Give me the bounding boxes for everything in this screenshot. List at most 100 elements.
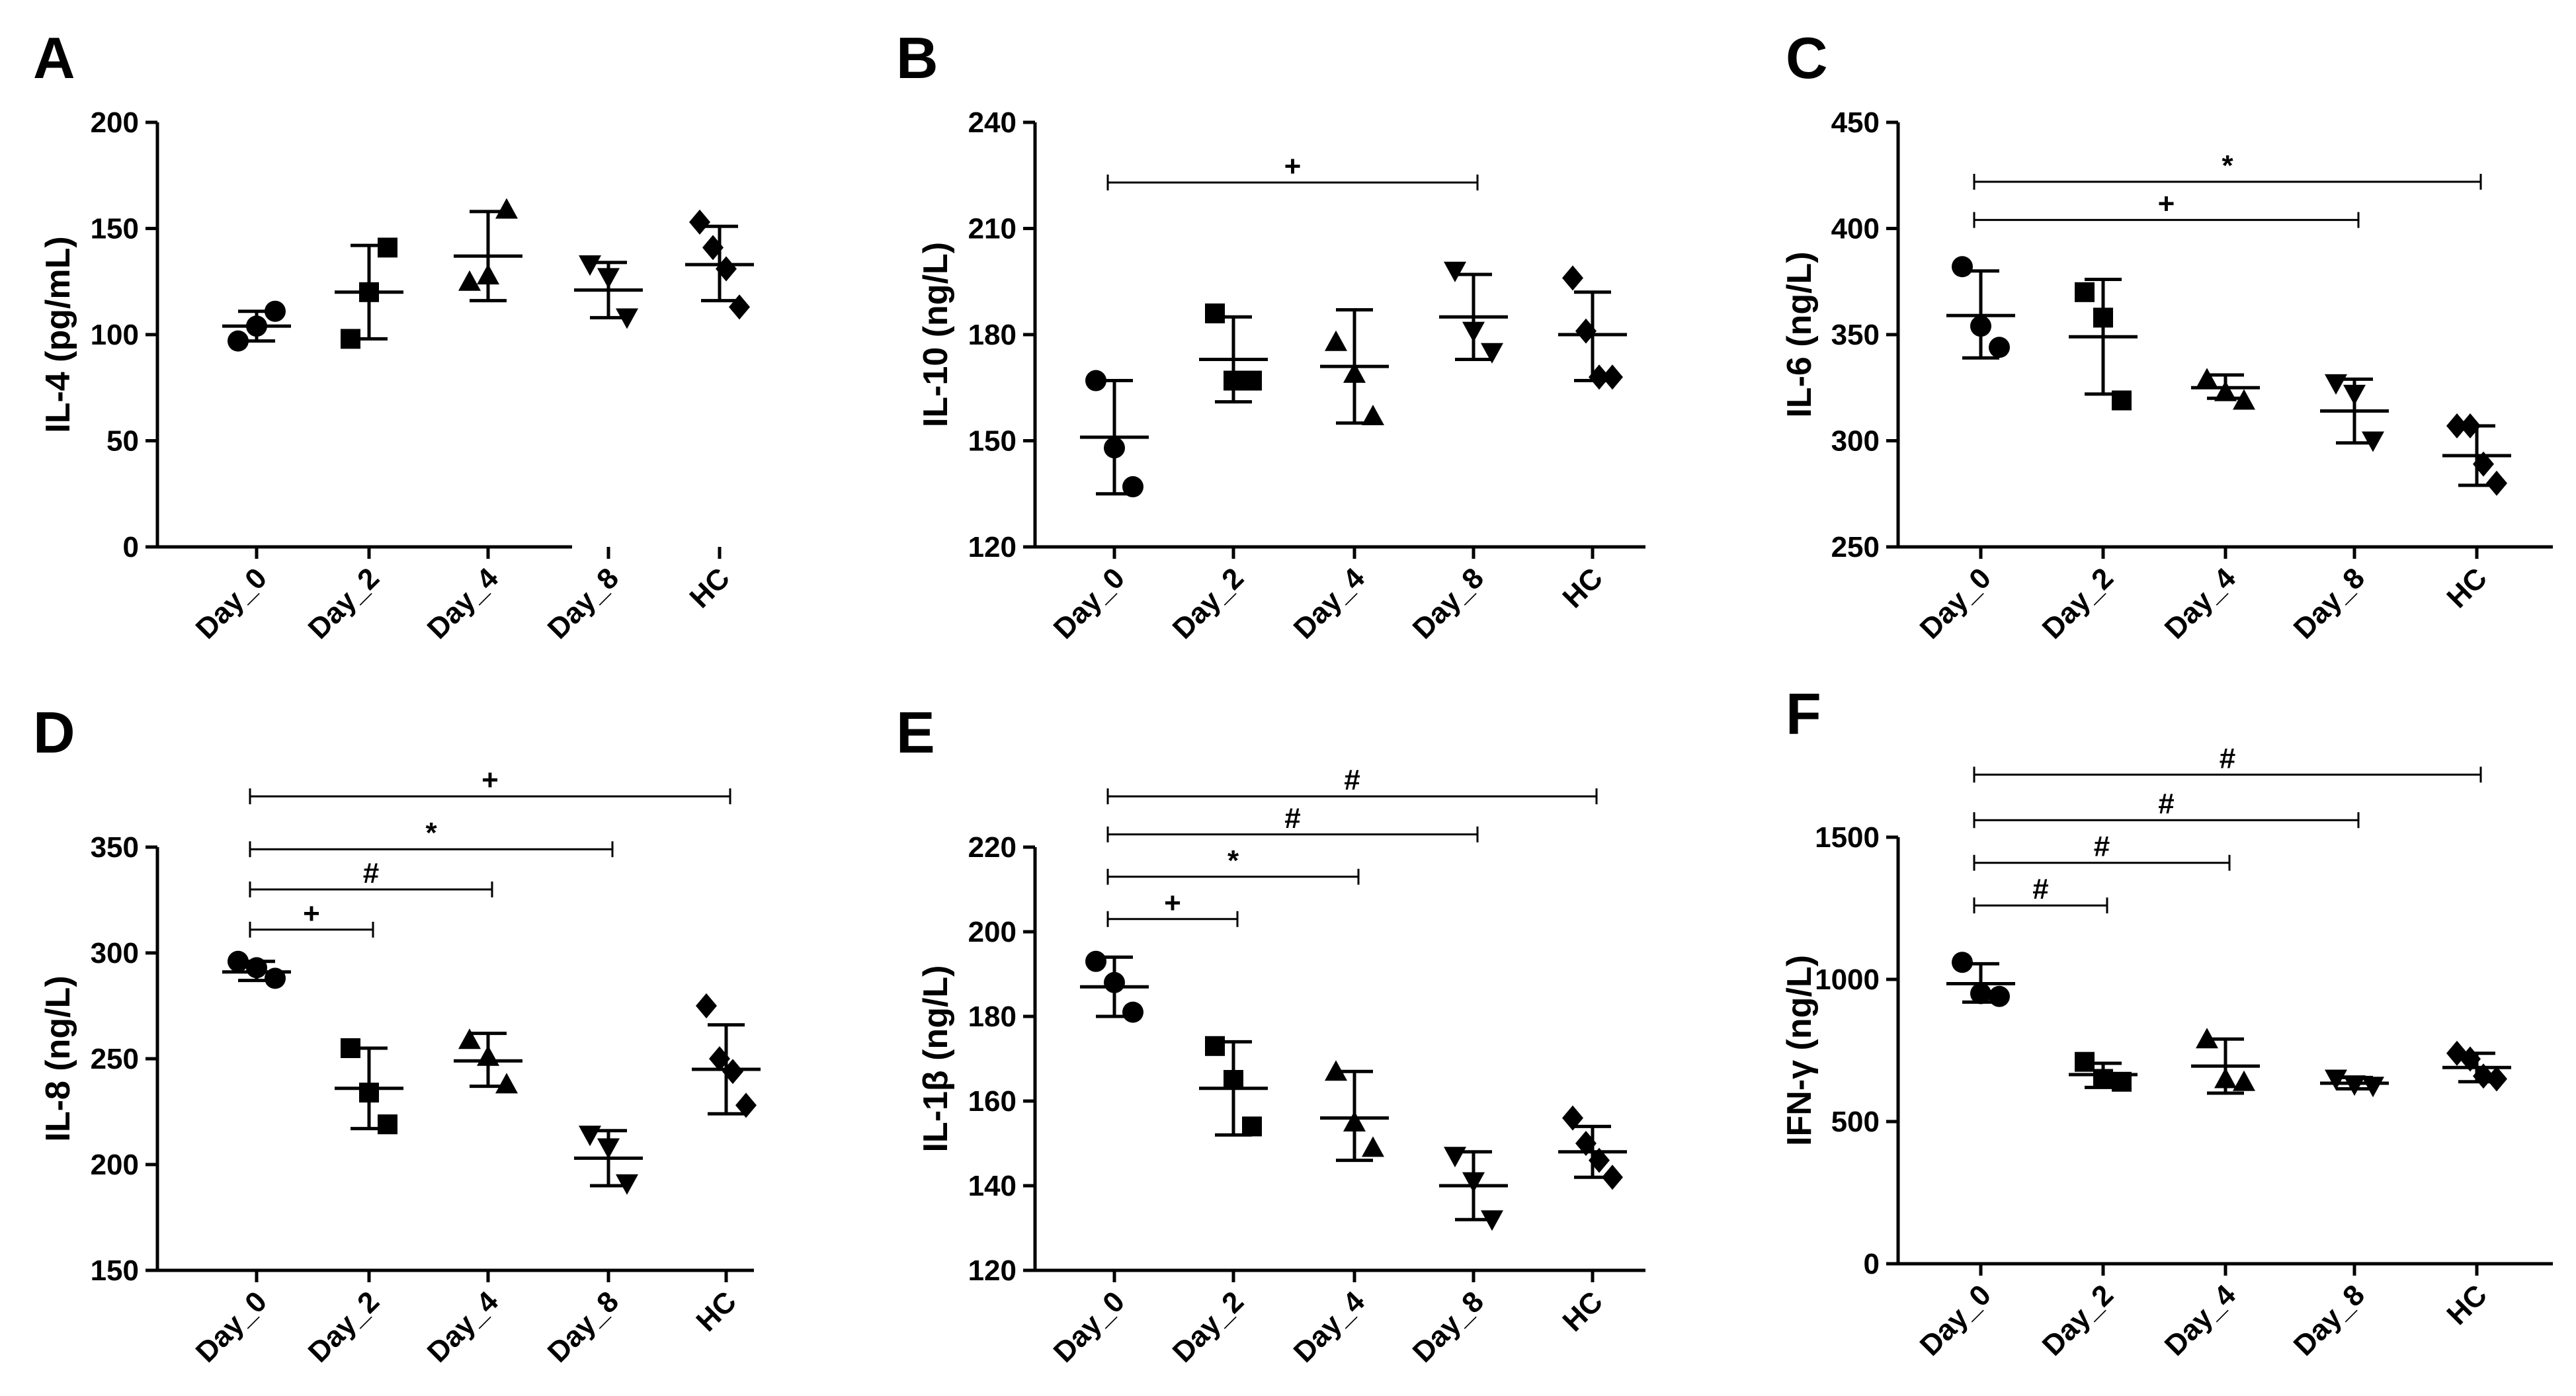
y-tick-label-c: 250 (1831, 531, 1880, 563)
y-tick-label-e: 180 (968, 1001, 1017, 1033)
data-point-triangle-down (2325, 1069, 2347, 1090)
series-a-hc (685, 209, 754, 320)
x-tick-label-d: Day_8 (542, 1285, 625, 1368)
series-c-day_8 (2320, 374, 2389, 452)
data-point-diamond (729, 294, 750, 320)
data-point-square (1242, 370, 1262, 391)
data-point-triangle-up (495, 198, 518, 219)
y-tick-label-a: 150 (91, 213, 139, 245)
y-axis-title-d: IL-8 (ng/L) (39, 975, 77, 1141)
data-point-diamond (2460, 413, 2481, 439)
series-f-day_8 (2320, 1069, 2389, 1098)
data-point-circle (1952, 256, 1973, 278)
data-point-circle (265, 967, 286, 989)
y-tick-label-f: 1000 (1815, 964, 1880, 996)
x-tick-label-d: Day_4 (421, 1285, 505, 1369)
series-f-hc (2442, 1040, 2511, 1092)
series-b-day_2 (1199, 303, 1268, 404)
series-c-day_2 (2069, 278, 2138, 411)
significance-label: + (1284, 150, 1302, 183)
data-point-triangle-up (1325, 330, 1347, 351)
series-e-day_2 (1199, 1036, 1268, 1137)
panel-letter-e: E (896, 700, 935, 765)
data-point-diamond (2486, 1066, 2507, 1092)
x-tick-label-e: Day_0 (1048, 1285, 1131, 1368)
y-tick-label-d: 350 (91, 831, 139, 864)
data-point-circle (246, 315, 267, 337)
y-axis-title-e: IL-1β (ng/L) (917, 965, 955, 1152)
data-point-triangle-down (1481, 343, 1503, 364)
significance-label: # (1344, 764, 1360, 796)
data-point-circle (1122, 1001, 1143, 1023)
y-tick-label-a: 0 (123, 531, 139, 563)
data-point-triangle-up (458, 1028, 481, 1049)
significance-bracket-f: # (1973, 788, 2360, 829)
panel-letter-f: F (1786, 681, 1821, 747)
data-point-triangle-down (616, 1174, 638, 1195)
series-d-day_4 (454, 1028, 522, 1094)
significance-label: # (2158, 788, 2174, 820)
panel-letter-b: B (896, 25, 938, 91)
y-axis-title-a: IL-4 (pg/mL) (39, 236, 77, 433)
x-tick-label-e: HC (1556, 1285, 1609, 1338)
data-point-diamond (1575, 1131, 1597, 1156)
data-point-square (2075, 1051, 2095, 1072)
series-e-day_8 (1439, 1147, 1508, 1231)
data-point-triangle-down (597, 268, 620, 289)
data-point-triangle-down (579, 255, 601, 276)
data-point-square (378, 1114, 397, 1135)
x-tick-label-f: Day_2 (2036, 1278, 2120, 1362)
y-tick-label-d: 150 (91, 1254, 139, 1287)
data-point-square (2112, 1071, 2132, 1092)
y-tick-label-b: 240 (968, 106, 1017, 139)
significance-bracket-b: + (1106, 150, 1479, 190)
data-point-triangle-up (2233, 389, 2255, 410)
y-tick-label-f: 1500 (1815, 821, 1880, 854)
x-tick-label-c: HC (2440, 561, 2493, 614)
data-point-triangle-down (597, 1138, 620, 1159)
panel-e: E IL-1β (ng/L) 120 140 160 180 200 220 Day_0 Day_… (896, 700, 1645, 1369)
data-point-triangle-up (1362, 405, 1384, 426)
series-f-day_0 (1946, 952, 2015, 1007)
data-point-circle (1989, 337, 2010, 358)
data-point-circle (1122, 476, 1143, 498)
series-d-day_0 (222, 950, 291, 989)
data-point-diamond (735, 1092, 757, 1118)
x-tick-label-e: Day_2 (1167, 1285, 1250, 1368)
series-a-day_0 (222, 300, 291, 352)
data-point-diamond (1589, 1147, 1610, 1173)
x-tick-label-d: HC (690, 1285, 743, 1338)
x-tick-label-a: Day_4 (421, 561, 505, 645)
data-point-diamond (2460, 1046, 2481, 1072)
data-point-triangle-down (2325, 374, 2347, 395)
x-tick-label-e: Day_8 (1407, 1285, 1490, 1368)
data-point-triangle-up (2214, 1067, 2237, 1088)
data-point-square (2093, 1069, 2113, 1089)
significance-label: # (2094, 831, 2110, 863)
y-tick-label-d: 300 (91, 937, 139, 969)
data-point-triangle-down (2362, 431, 2384, 452)
significance-bracket-f: # (1973, 873, 2108, 914)
data-point-triangle-down (1444, 261, 1466, 282)
significance-label: # (363, 857, 379, 889)
x-tick-label-b: HC (1556, 561, 1609, 614)
panel-d: D IL-8 (ng/L) 150 200 250 300 350 Day_0 Day_2 Day… (33, 700, 761, 1369)
data-point-diamond (1562, 265, 1583, 291)
x-tick-label-a: Day_0 (190, 561, 273, 645)
data-point-circle (1970, 983, 1991, 1005)
significance-bracket-e: * (1106, 844, 1360, 885)
data-point-diamond (1562, 1105, 1583, 1131)
data-point-triangle-down (1462, 1172, 1485, 1193)
data-point-circle (1104, 437, 1125, 459)
data-point-circle (228, 330, 249, 352)
series-b-hc (1558, 265, 1627, 390)
data-point-triangle-up (1343, 1111, 1366, 1131)
series-e-day_4 (1320, 1060, 1389, 1163)
significance-bracket-c: + (1973, 188, 2360, 228)
data-point-square (378, 237, 397, 258)
series-c-day_4 (2191, 368, 2260, 410)
data-point-circle (246, 957, 267, 979)
significance-label: * (425, 817, 437, 849)
x-tick-label-b: Day_8 (1407, 561, 1490, 645)
data-point-triangle-up (477, 264, 499, 285)
